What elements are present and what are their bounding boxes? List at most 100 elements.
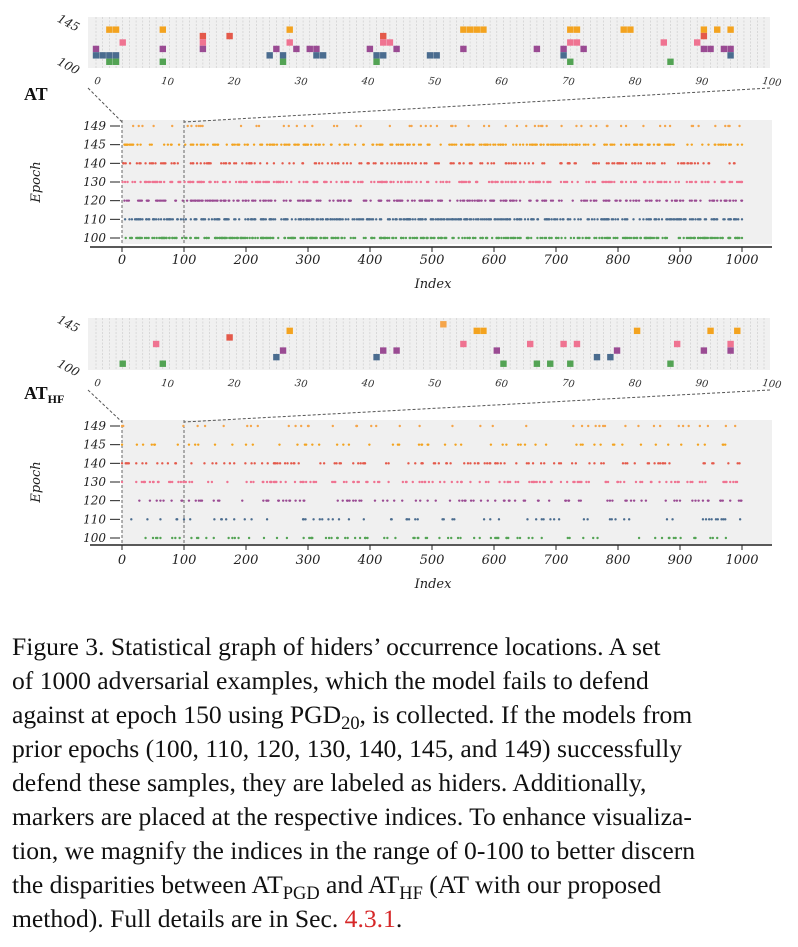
hider-marker-epoch-130 (668, 180, 672, 184)
zoom-marker-epoch-120 (727, 45, 734, 53)
hider-marker-epoch-149 (525, 424, 528, 428)
hider-marker-epoch-120 (508, 499, 511, 502)
hider-marker-epoch-145 (406, 143, 410, 146)
hider-marker-epoch-110 (540, 518, 543, 521)
hider-marker-epoch-130 (549, 180, 552, 184)
hider-marker-epoch-140 (342, 162, 345, 165)
hider-marker-epoch-130 (216, 180, 219, 184)
hider-marker-epoch-100 (516, 236, 519, 240)
hider-marker-epoch-120 (247, 199, 250, 202)
hider-marker-epoch-110 (607, 218, 610, 221)
hider-marker-epoch-120 (216, 199, 219, 202)
hider-marker-epoch-145 (206, 143, 209, 146)
hider-marker-epoch-130 (694, 180, 698, 184)
hider-marker-epoch-130 (438, 480, 442, 484)
hider-marker-epoch-120 (701, 499, 705, 502)
hider-marker-epoch-110 (573, 218, 576, 221)
hider-marker-epoch-140 (626, 462, 629, 465)
hider-marker-epoch-120 (369, 199, 372, 202)
hider-marker-epoch-110 (347, 518, 351, 521)
y-tick-label: 145 (83, 438, 106, 452)
hider-marker-epoch-145 (187, 443, 191, 446)
hider-marker-epoch-110 (331, 518, 334, 521)
hider-marker-epoch-130 (723, 180, 726, 184)
hider-marker-epoch-110 (302, 518, 305, 521)
hider-marker-epoch-120 (437, 199, 440, 202)
hider-marker-epoch-149 (491, 424, 494, 428)
hider-marker-epoch-110 (582, 518, 586, 521)
x-tick-label: 400 (357, 553, 383, 568)
hider-marker-epoch-100 (536, 236, 539, 240)
hider-marker-epoch-145 (593, 143, 596, 146)
hider-marker-epoch-130 (698, 480, 702, 484)
section-reference-link[interactable]: 4.3.1 (344, 904, 396, 933)
hider-marker-epoch-149 (303, 124, 307, 128)
hider-marker-epoch-130 (690, 180, 693, 184)
hider-marker-epoch-110 (391, 218, 395, 221)
hider-marker-epoch-130 (366, 480, 369, 484)
hider-marker-epoch-100 (430, 236, 433, 240)
hider-marker-epoch-140 (686, 162, 690, 165)
hider-marker-epoch-140 (199, 162, 202, 165)
hider-marker-epoch-130 (373, 480, 376, 484)
hider-marker-epoch-100 (527, 536, 530, 540)
hider-marker-epoch-110 (406, 518, 409, 521)
hider-marker-epoch-100 (216, 236, 219, 240)
hider-marker-epoch-149 (580, 424, 584, 428)
hider-marker-epoch-130 (121, 180, 124, 184)
hider-marker-epoch-130 (179, 480, 183, 484)
zoom-marker-epoch-145 (106, 26, 113, 33)
hider-marker-epoch-130 (538, 480, 542, 484)
hider-marker-epoch-110 (141, 218, 144, 221)
hider-marker-epoch-149 (299, 424, 303, 428)
hider-marker-epoch-140 (314, 162, 318, 165)
hider-marker-epoch-100 (711, 236, 714, 240)
hider-marker-epoch-110 (443, 218, 446, 221)
hider-marker-epoch-149 (355, 424, 359, 428)
hider-marker-epoch-110 (128, 218, 131, 221)
hider-marker-epoch-100 (319, 236, 323, 240)
x-tick-label: 600 (482, 553, 507, 568)
hider-marker-epoch-110 (694, 218, 697, 221)
hider-marker-epoch-120 (164, 199, 167, 202)
hider-marker-epoch-100 (461, 236, 464, 240)
hider-marker-epoch-140 (637, 162, 640, 165)
hider-marker-epoch-110 (273, 218, 277, 221)
hider-marker-epoch-149 (545, 124, 548, 128)
hider-marker-epoch-100 (578, 236, 581, 240)
hider-marker-epoch-140 (473, 462, 476, 465)
hider-marker-epoch-130 (157, 480, 160, 484)
hider-marker-epoch-140 (653, 462, 656, 465)
hider-marker-epoch-145 (330, 143, 333, 146)
hider-marker-epoch-130 (200, 180, 204, 184)
hider-marker-epoch-140 (321, 162, 324, 165)
hider-marker-epoch-100 (147, 236, 150, 240)
zoom-tick-label: 60 (494, 76, 509, 89)
zoom-marker-epoch-145 (627, 26, 634, 33)
hider-marker-epoch-140 (423, 162, 426, 165)
hider-marker-epoch-140 (568, 162, 571, 165)
hider-marker-epoch-145 (584, 143, 587, 146)
hider-marker-epoch-145 (362, 143, 365, 146)
hider-marker-epoch-110 (182, 218, 185, 221)
hider-marker-epoch-100 (714, 236, 718, 240)
hider-marker-epoch-140 (657, 462, 660, 465)
hider-marker-epoch-149 (537, 124, 540, 128)
hider-marker-epoch-145 (269, 143, 272, 146)
hider-marker-epoch-120 (346, 499, 349, 502)
zoom-marker-epoch-110 (92, 52, 100, 59)
hider-marker-epoch-130 (610, 180, 613, 184)
zoom-marker-epoch-110 (373, 52, 380, 59)
hider-marker-epoch-100 (203, 236, 206, 240)
hider-marker-epoch-100 (364, 236, 367, 240)
zoom-marker-epoch-110 (607, 353, 614, 361)
hider-marker-epoch-130 (644, 180, 647, 184)
hider-marker-epoch-100 (740, 236, 744, 240)
hider-marker-epoch-100 (539, 236, 542, 240)
hider-marker-epoch-149 (587, 424, 590, 428)
hider-marker-epoch-145 (605, 143, 609, 146)
hider-marker-epoch-140 (490, 162, 493, 165)
hider-marker-epoch-100 (207, 236, 210, 240)
hider-marker-epoch-130 (559, 480, 563, 484)
hider-marker-epoch-130 (357, 180, 360, 184)
